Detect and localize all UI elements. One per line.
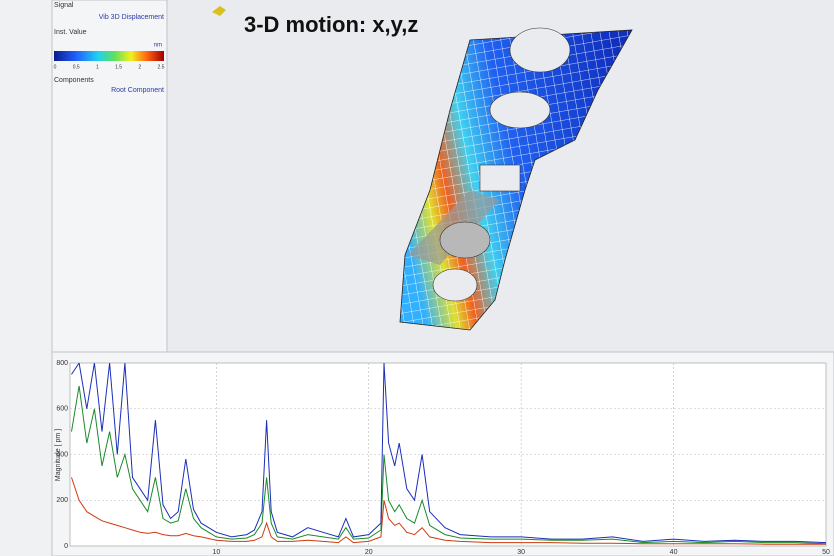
y-axis-label: Magnitude [ pm ]	[55, 429, 62, 481]
view-title: 3-D motion: x,y,z	[244, 12, 418, 37]
axis-triad	[212, 6, 226, 16]
hole	[432, 268, 478, 302]
hole	[489, 91, 551, 129]
x-tick-label: 50	[822, 549, 830, 556]
colorbar-tick-label: 2.5	[158, 64, 165, 70]
hole	[439, 221, 491, 259]
components-value[interactable]: Root Component	[111, 87, 164, 94]
colorbar-tick-label: 2	[138, 64, 141, 70]
signal-value[interactable]: Vib 3D Displacement	[99, 14, 164, 21]
y-tick-label: 800	[56, 360, 68, 367]
colorbar-tick-label: 1.5	[115, 64, 122, 70]
lines	[71, 363, 826, 545]
series-line	[71, 477, 826, 545]
x-tick-label: 30	[517, 549, 525, 556]
x-tick-label: 10	[212, 549, 220, 556]
components-label: Components	[54, 77, 94, 84]
series-line	[71, 363, 826, 544]
hole	[509, 27, 571, 73]
unit: nm	[154, 43, 162, 49]
3d-view[interactable]	[212, 6, 633, 331]
side-strip	[0, 0, 52, 556]
y-tick-label: 600	[56, 406, 68, 413]
colorbar-tick-label: 1	[96, 64, 99, 70]
x-tick-label: 20	[365, 549, 373, 556]
series-line	[71, 385, 826, 545]
colorbar-tick-label: 0	[54, 64, 57, 70]
y-tick-label: 0	[64, 543, 68, 550]
signal-label: Signal	[54, 2, 74, 9]
x-tick-label: 40	[670, 549, 678, 556]
value-label: Inst. Value	[54, 29, 87, 36]
colorbar	[54, 51, 164, 61]
colorbar-tick-label: 0.5	[73, 64, 80, 70]
cutout	[479, 164, 521, 192]
y-tick-label: 200	[56, 497, 68, 504]
y-tick-label: 400	[56, 451, 68, 458]
